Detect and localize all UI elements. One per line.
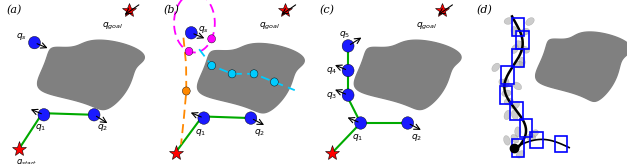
Text: (b): (b) xyxy=(163,5,179,15)
Text: $q_{start}$: $q_{start}$ xyxy=(330,162,351,164)
Text: $q_s$: $q_s$ xyxy=(198,24,209,35)
Text: $q_{start}$: $q_{start}$ xyxy=(15,157,37,164)
Ellipse shape xyxy=(519,57,525,67)
Ellipse shape xyxy=(492,63,500,72)
Ellipse shape xyxy=(499,79,506,88)
Text: $q_s$: $q_s$ xyxy=(16,31,27,42)
Text: $q_{goal}$: $q_{goal}$ xyxy=(102,21,124,32)
Ellipse shape xyxy=(530,130,538,137)
Ellipse shape xyxy=(520,46,529,53)
Text: $q_3$: $q_3$ xyxy=(326,90,337,101)
Ellipse shape xyxy=(503,78,509,88)
Ellipse shape xyxy=(511,110,518,120)
Ellipse shape xyxy=(511,101,520,109)
Text: $q_1$: $q_1$ xyxy=(35,122,46,133)
Ellipse shape xyxy=(520,28,529,35)
Circle shape xyxy=(342,64,354,77)
Text: (a): (a) xyxy=(6,5,22,15)
Circle shape xyxy=(208,35,216,43)
Circle shape xyxy=(208,62,216,70)
Ellipse shape xyxy=(516,151,525,158)
Polygon shape xyxy=(355,40,461,110)
Ellipse shape xyxy=(511,134,519,143)
Circle shape xyxy=(38,109,50,121)
Circle shape xyxy=(29,36,40,49)
Circle shape xyxy=(355,117,367,129)
Ellipse shape xyxy=(515,41,524,48)
Text: $q_1$: $q_1$ xyxy=(195,127,206,138)
Ellipse shape xyxy=(504,136,510,145)
Text: (d): (d) xyxy=(477,5,493,15)
Text: $q_2$: $q_2$ xyxy=(97,122,108,133)
Text: (c): (c) xyxy=(320,5,335,15)
Text: $q_{goal}$: $q_{goal}$ xyxy=(259,21,280,32)
Ellipse shape xyxy=(511,44,518,53)
Text: $q_1$: $q_1$ xyxy=(352,132,363,143)
Ellipse shape xyxy=(504,98,513,105)
Ellipse shape xyxy=(504,110,511,120)
Ellipse shape xyxy=(502,90,511,97)
Ellipse shape xyxy=(504,18,513,24)
Circle shape xyxy=(402,117,413,129)
Circle shape xyxy=(250,70,258,78)
Circle shape xyxy=(228,70,236,78)
Circle shape xyxy=(185,47,193,55)
Circle shape xyxy=(186,27,197,39)
Polygon shape xyxy=(38,40,144,110)
Circle shape xyxy=(182,87,190,95)
Ellipse shape xyxy=(515,61,524,68)
Circle shape xyxy=(342,89,354,101)
Circle shape xyxy=(245,112,257,124)
Polygon shape xyxy=(198,43,304,113)
Circle shape xyxy=(88,109,100,121)
Ellipse shape xyxy=(513,82,522,90)
Text: $q_2$: $q_2$ xyxy=(254,127,265,138)
Circle shape xyxy=(198,112,210,124)
Circle shape xyxy=(342,40,354,52)
Text: $q_5$: $q_5$ xyxy=(339,29,351,40)
Text: $q_{start}$: $q_{start}$ xyxy=(173,162,194,164)
Text: $q_2$: $q_2$ xyxy=(411,132,422,143)
Ellipse shape xyxy=(525,18,534,25)
Circle shape xyxy=(271,78,278,86)
Ellipse shape xyxy=(515,127,521,137)
Text: $q_{goal}$: $q_{goal}$ xyxy=(416,21,437,32)
Polygon shape xyxy=(536,32,631,101)
Ellipse shape xyxy=(526,134,536,141)
Text: $q_4$: $q_4$ xyxy=(326,65,337,76)
Ellipse shape xyxy=(511,26,517,36)
